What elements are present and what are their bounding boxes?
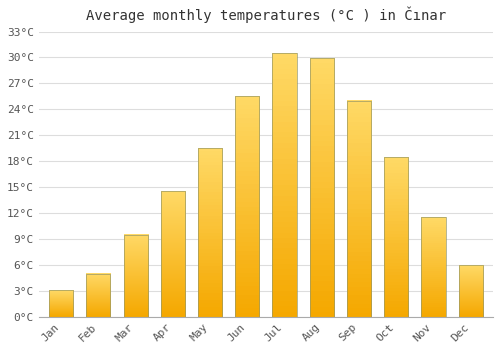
- Title: Average monthly temperatures (°C ) in Čınar: Average monthly temperatures (°C ) in Čı…: [86, 7, 446, 23]
